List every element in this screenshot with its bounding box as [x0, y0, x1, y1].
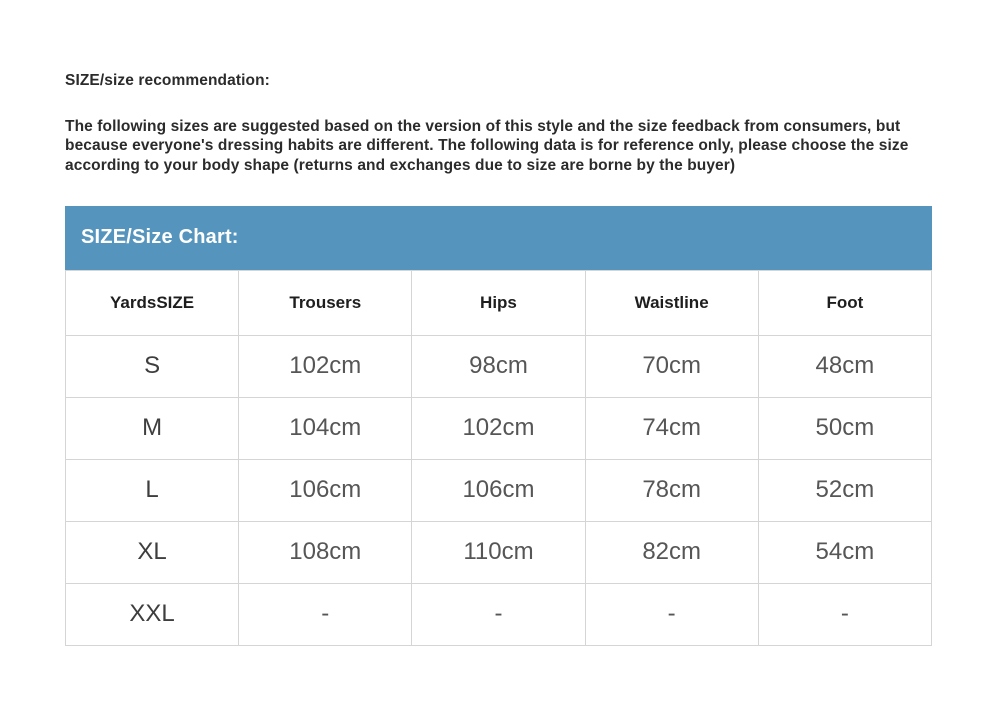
column-header-foot: Foot [757, 269, 933, 336]
size-cell: XXL [64, 582, 240, 646]
table-row-l: L 106cm 106cm 78cm 52cm [64, 458, 933, 522]
measurement-cell: 74cm [584, 396, 759, 460]
table-row-xl: XL 108cm 110cm 82cm 54cm [64, 520, 933, 584]
measurement-cell: 50cm [757, 396, 933, 460]
measurement-cell: 102cm [411, 396, 586, 460]
size-chart-header: YardsSIZE Trousers Hips Waistline Foot [64, 269, 933, 336]
size-recommendation-heading: SIZE/size recommendation: [65, 72, 270, 89]
measurement-cell: - [238, 582, 413, 646]
column-header-hips: Hips [411, 269, 586, 336]
table-row-s: S 102cm 98cm 70cm 48cm [64, 334, 933, 398]
table-row-m: M 104cm 102cm 74cm 50cm [64, 396, 933, 460]
size-recommendation-text: The following sizes are suggested based … [65, 118, 909, 174]
measurement-cell: 104cm [238, 396, 413, 460]
measurement-cell: 110cm [411, 520, 586, 584]
measurement-cell: 78cm [584, 458, 759, 522]
size-chart-title: SIZE/Size Chart: [81, 226, 239, 249]
measurement-cell: 70cm [584, 334, 759, 398]
table-row-xxl: XXL - - - - [64, 582, 933, 646]
measurement-cell: 102cm [238, 334, 413, 398]
size-info-page: SIZE/size recommendation: The following … [64, 72, 933, 646]
measurement-cell: - [411, 582, 586, 646]
size-chart-body: S 102cm 98cm 70cm 48cm M 104cm 102cm 74c… [64, 334, 933, 646]
header-row: YardsSIZE Trousers Hips Waistline Foot [64, 269, 933, 336]
column-header-trousers: Trousers [238, 269, 413, 336]
measurement-cell: - [757, 582, 933, 646]
column-header-waistline: Waistline [584, 269, 759, 336]
measurement-cell: 98cm [411, 334, 586, 398]
measurement-cell: 54cm [757, 520, 933, 584]
size-chart-table: YardsSIZE Trousers Hips Waistline Foot S… [64, 269, 933, 646]
size-cell: XL [64, 520, 240, 584]
measurement-cell: 82cm [584, 520, 759, 584]
measurement-cell: 48cm [757, 334, 933, 398]
measurement-cell: - [584, 582, 759, 646]
measurement-cell: 52cm [757, 458, 933, 522]
size-cell: L [64, 458, 240, 522]
size-cell: S [64, 334, 240, 398]
column-header-yardssize: YardsSIZE [64, 269, 240, 336]
measurement-cell: 108cm [238, 520, 413, 584]
size-cell: M [64, 396, 240, 460]
measurement-cell: 106cm [411, 458, 586, 522]
size-chart-title-bar: SIZE/Size Chart: [65, 205, 932, 270]
measurement-cell: 106cm [238, 458, 413, 522]
